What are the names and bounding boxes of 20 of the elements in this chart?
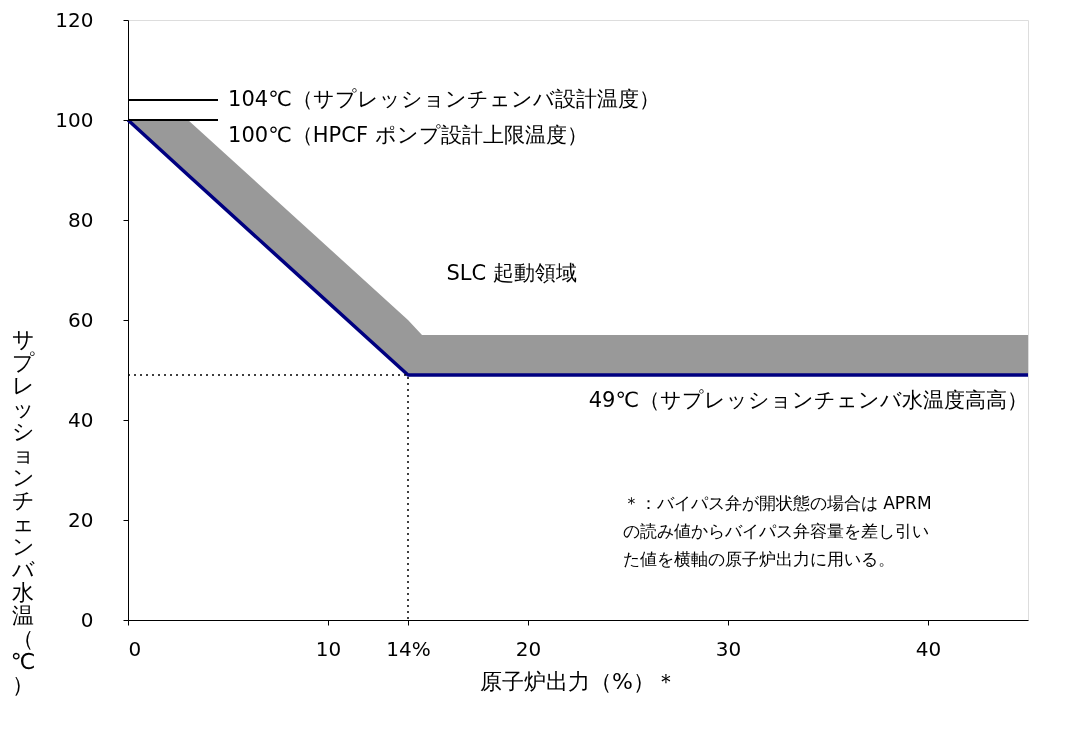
x-tick-label: 20 [515,636,542,661]
y-tick-label: 20 [68,507,94,532]
x-tick-label: 30 [715,636,742,661]
y-tick-label: 40 [68,407,94,432]
annotation: 100℃（HPCF ポンプ設計上限温度） [228,123,588,148]
annotation: SLC 起動領域 [446,260,577,285]
x-tick-label: 10 [315,636,342,661]
x-axis-title: 原子炉出力（%）＊ [480,668,677,694]
y-tick-label: 120 [55,7,94,32]
annotation: ＊：バイパス弁が開状態の場合は APRMの読み値からバイパス弁容量を差し引いた値を横軸の原子炉出力に用いる。 [622,492,932,569]
y-tick-label: 60 [68,307,94,332]
x-tick-label: 14% [386,636,431,661]
x-tick-label: 0 [128,636,142,661]
annotation: 49℃（サプレッションチェンバ水温度高高） [588,387,1028,412]
y-tick-label: 100 [55,107,94,132]
y-tick-label: 0 [80,607,94,632]
text: サプレッションチェンバ水温（℃） [10,327,36,697]
annotation: 104℃（サプレッションチェンバ設計温度） [228,87,660,112]
x-tick-label: 40 [915,636,942,661]
y-tick-label: 80 [68,207,94,232]
